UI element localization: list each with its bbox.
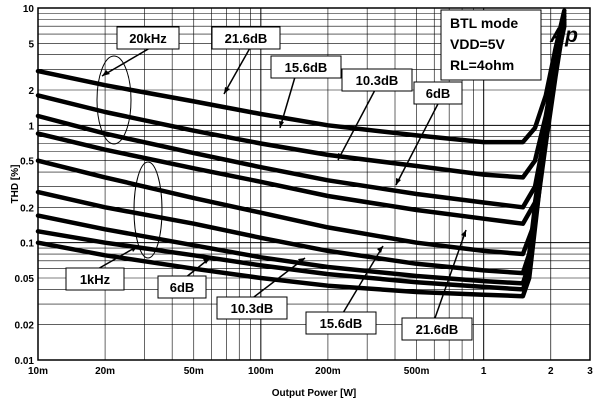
y-tick-labels: 0.01 0.02 0.05 0.1 0.2 0.5 1 2 5 10 xyxy=(15,4,35,367)
y-tick-label: 0.01 xyxy=(15,356,35,367)
series-layer xyxy=(35,8,567,299)
info-line-mode: BTL mode xyxy=(450,15,518,31)
annotation-15.6db-top: 15.6dB xyxy=(270,55,342,79)
info-box: BTL mode VDD=5V RL=4ohm xyxy=(440,9,542,81)
info-line-vdd: VDD=5V xyxy=(450,36,506,52)
group-ellipse-1khz xyxy=(133,161,163,259)
series-line-1 xyxy=(35,8,567,145)
y-tick-label: 0.1 xyxy=(20,239,34,250)
annotation-15.6db-bottom-text: 15.6dB xyxy=(320,316,363,331)
annotation-6db-top-text: 6dB xyxy=(426,86,451,101)
y-tick-label: 0.5 xyxy=(20,157,34,168)
annotation-21.6db-top: 21.6dB xyxy=(211,26,281,50)
annotation-15.6db-top-text: 15.6dB xyxy=(285,60,328,75)
annotation-6db-bottom-text: 6dB xyxy=(170,280,195,295)
y-tick-label: 0.02 xyxy=(15,321,35,332)
y-tick-label: 5 xyxy=(28,39,34,50)
group-ellipse-20khz xyxy=(96,55,132,145)
x-tick-label: 2 xyxy=(548,366,554,377)
x-tick-label: 500m xyxy=(404,366,430,377)
x-tick-label: 100m xyxy=(248,366,274,377)
y-tick-label: 10 xyxy=(23,4,35,15)
x-tick-label: 20m xyxy=(95,366,115,377)
annotation-10.3db-top-text: 10.3dB xyxy=(356,73,399,88)
annotation-6db-bottom: 6dB xyxy=(157,275,207,299)
plot-border xyxy=(37,7,591,361)
y-axis-title: THD [%] xyxy=(10,165,21,204)
annotation-1khz: 1kHz xyxy=(65,267,125,291)
annotation-21.6db-top-text: 21.6dB xyxy=(225,31,268,46)
annotation-10.3db-bottom-text: 10.3dB xyxy=(231,301,274,316)
annotation-layer: 20kHz 21.6dB 15.6dB 10.3dB 6dB 1kHz 6dB xyxy=(65,9,578,341)
annotation-10.3db-bottom: 10.3dB xyxy=(216,296,288,320)
y-tick-label: 0.05 xyxy=(15,274,35,285)
x-tick-label: 10m xyxy=(28,366,48,377)
annotation-1khz-text: 1kHz xyxy=(80,272,111,287)
annotation-20khz: 20kHz xyxy=(116,26,180,50)
annotation-10.3db-top: 10.3dB xyxy=(341,68,413,92)
y-tick-label: 0.2 xyxy=(20,203,34,214)
annotation-6db-top: 6dB xyxy=(413,81,463,105)
x-tick-label: 1 xyxy=(481,366,487,377)
x-axis-title: Output Power [W] xyxy=(272,388,356,399)
info-line-rl: RL=4ohm xyxy=(450,57,514,73)
annotation-15.6db-bottom: 15.6dB xyxy=(305,311,377,335)
annotation-21.6db-bottom: 21.6dB xyxy=(401,317,473,341)
x-tick-labels: 10m 20m 50m 100m 200m 500m 1 2 3 xyxy=(28,366,593,377)
x-tick-label: 50m xyxy=(184,366,204,377)
annotation-21.6db-bottom-text: 21.6dB xyxy=(416,322,459,337)
x-tick-label: 3 xyxy=(587,366,593,377)
series-line-9 xyxy=(35,23,567,299)
x-tick-label: 200m xyxy=(315,366,341,377)
annotation-20khz-text: 20kHz xyxy=(129,31,167,46)
ap-logo: Ap xyxy=(549,24,578,47)
y-tick-label: 1 xyxy=(28,121,34,132)
annotation-arrowheads xyxy=(102,70,466,264)
y-tick-label: 2 xyxy=(28,86,34,97)
